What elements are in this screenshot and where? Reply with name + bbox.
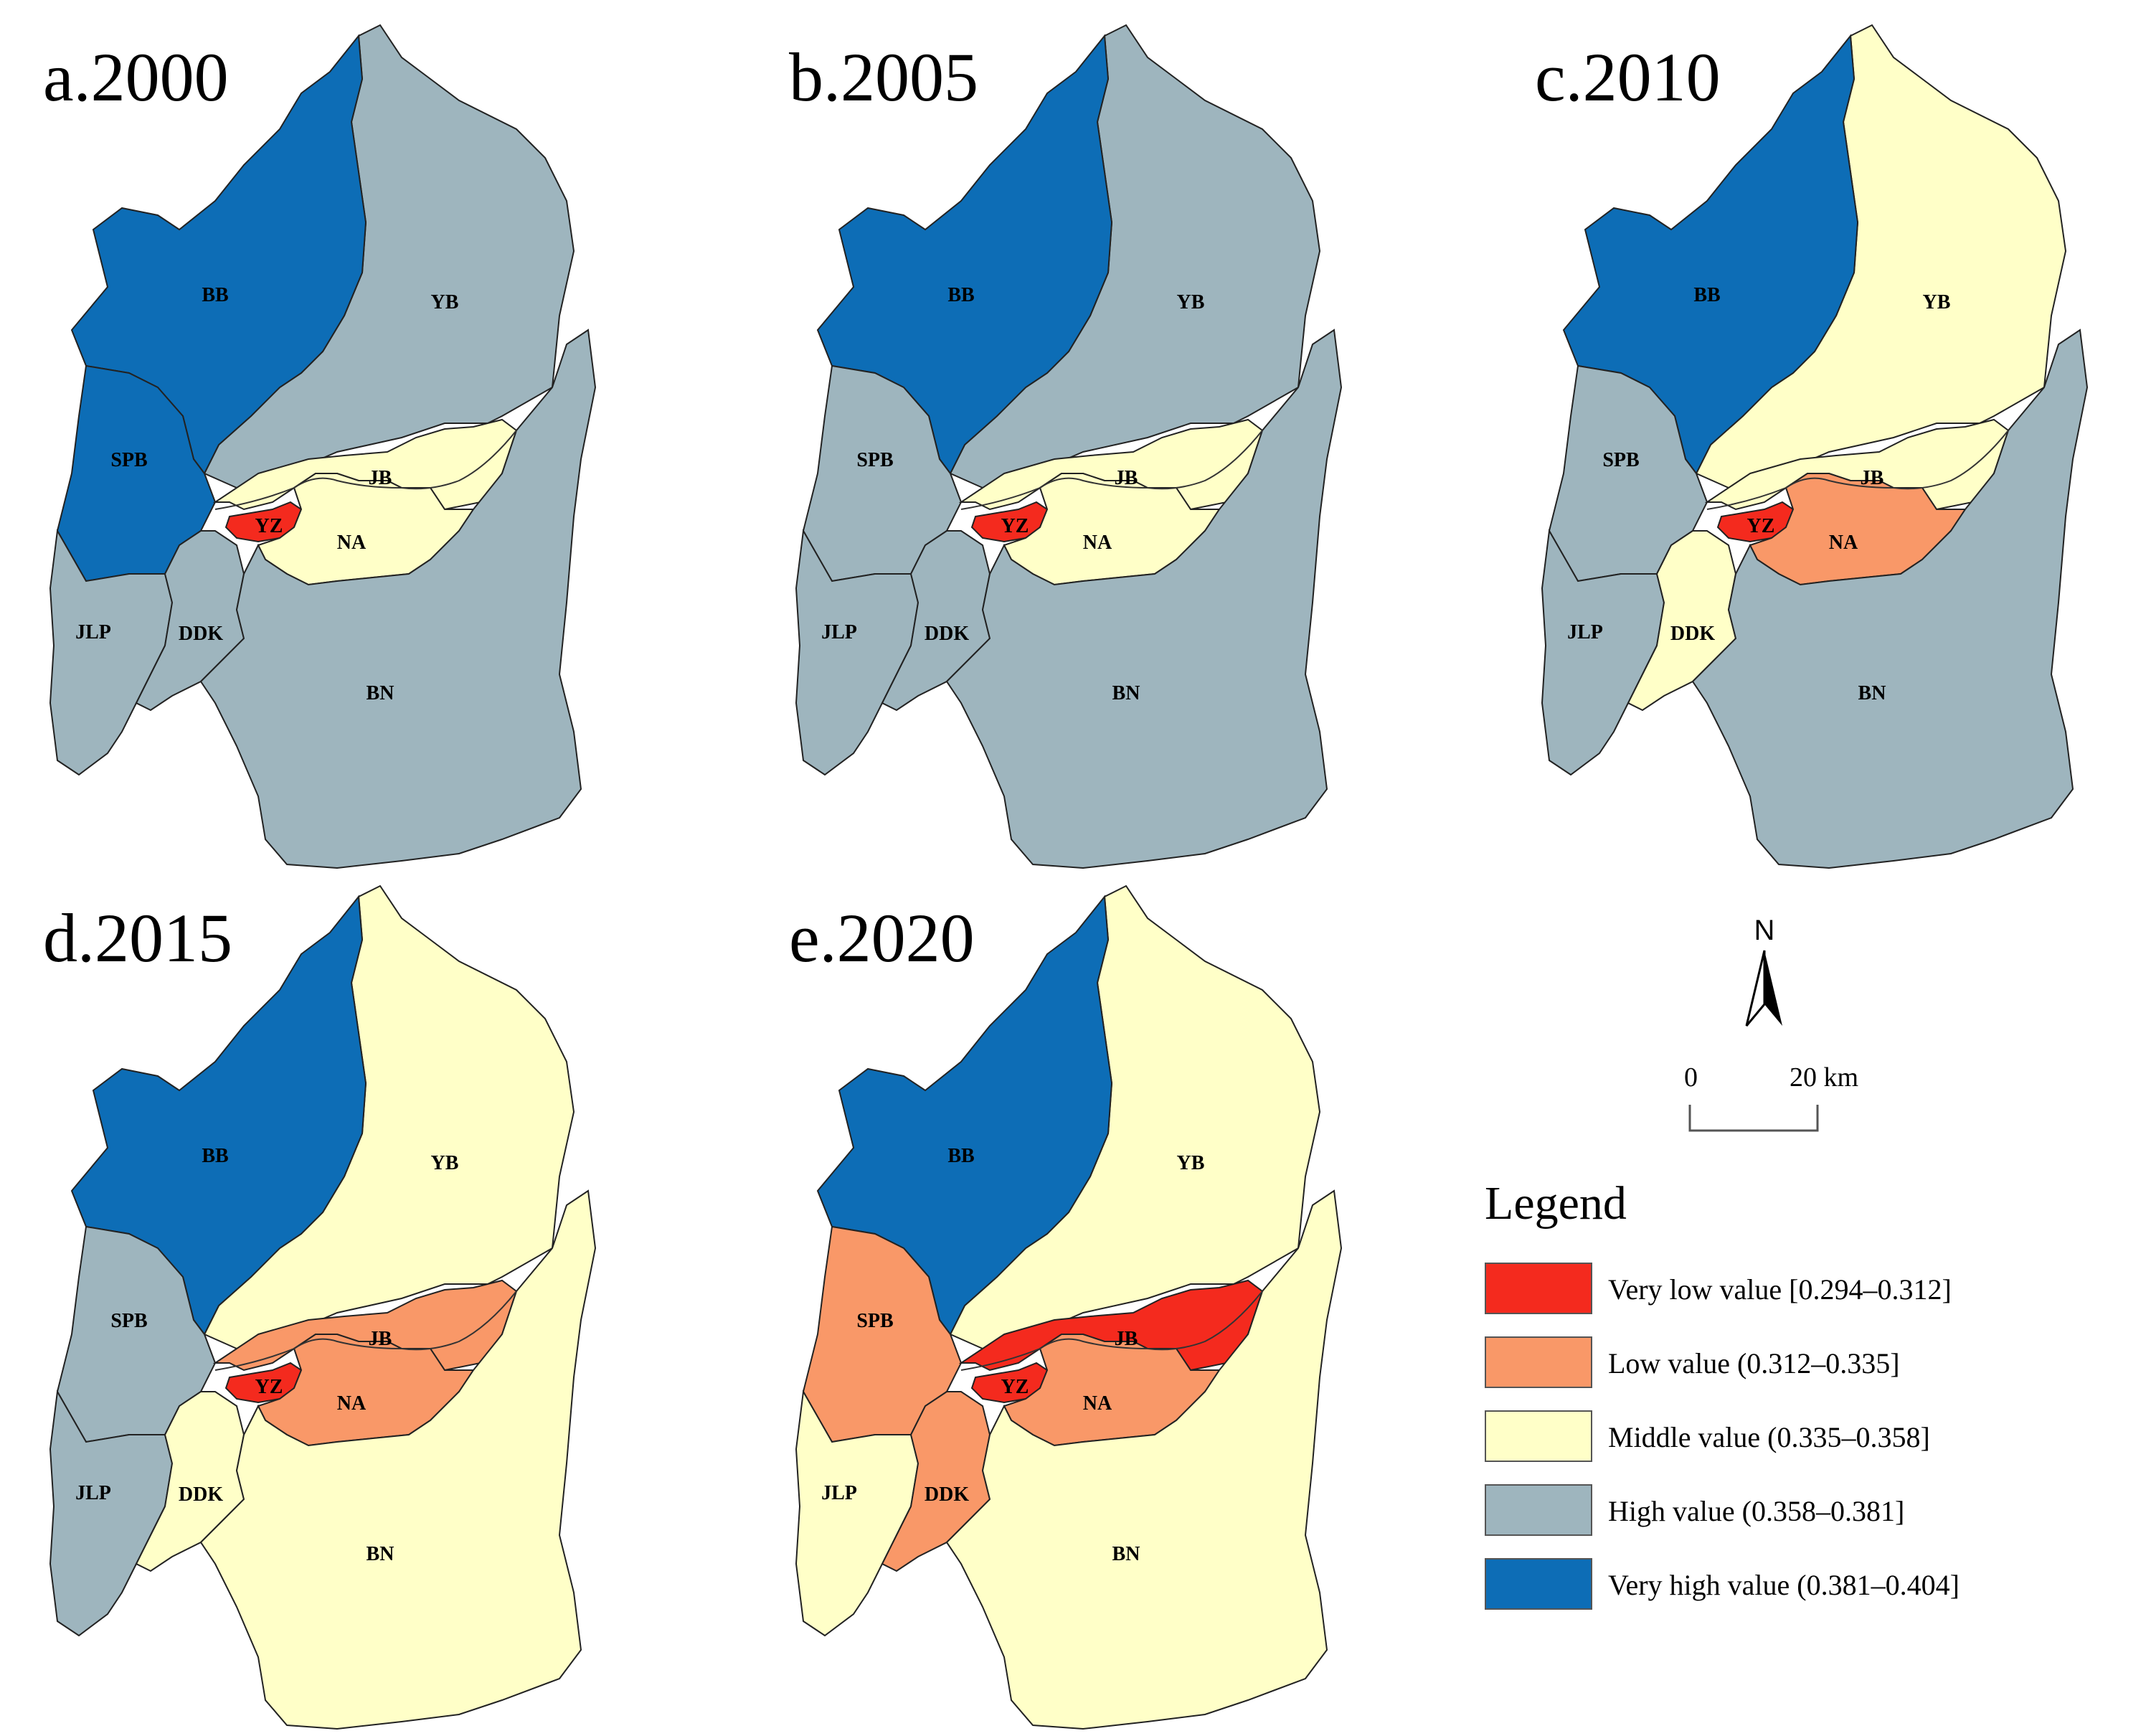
map-panel-e-2020: BB YB SPB JB YZ NA JLP DDK BN e.2020 (746, 875, 1463, 1736)
district-label-jb: JB (1861, 467, 1884, 489)
district-label-jlp: JLP (1567, 621, 1603, 643)
district-label-jlp: JLP (821, 1482, 857, 1504)
legend-item: Very low value [0.294–0.312] (1485, 1263, 2102, 1318)
district-label-na: NA (337, 1392, 367, 1415)
panel-title: e.2020 (789, 900, 975, 976)
river-line (1706, 430, 2009, 510)
district-label-yz: YZ (255, 515, 283, 537)
district-label-na: NA (337, 532, 367, 554)
panel-title: d.2015 (43, 900, 232, 976)
legend: Legend Very low value [0.294–0.312] Low v… (1485, 1176, 2102, 1610)
district-label-bb: BB (1693, 284, 1720, 306)
district-label-jb: JB (369, 467, 392, 489)
legend-item: Middle value (0.335–0.358] (1485, 1410, 2102, 1466)
scale-bar-line (1688, 1105, 1819, 1132)
district-label-bn: BN (367, 1543, 394, 1565)
district-label-jlp: JLP (75, 621, 111, 643)
scale-end-label: 20 km (1790, 1062, 1859, 1093)
legend-label: High value (0.358–0.381] (1608, 1495, 1905, 1527)
district-label-yb: YB (1177, 291, 1205, 313)
district-label-ddk: DDK (1670, 623, 1715, 645)
district-jlp (795, 528, 920, 776)
district-label-jb: JB (1115, 467, 1138, 489)
district-label-yz: YZ (255, 1376, 283, 1398)
district-label-spb: SPB (856, 449, 893, 471)
district-map: BB YB SPB JB YZ NA JLP DDK BN (1541, 24, 2089, 869)
district-label-bb: BB (947, 1145, 974, 1167)
district-jlp (49, 1389, 174, 1637)
district-label-bn: BN (1112, 1543, 1140, 1565)
legend-label: Middle value (0.335–0.358] (1608, 1421, 1930, 1453)
legend-label: Very high value (0.381–0.404] (1608, 1569, 1960, 1601)
district-label-bb: BB (202, 284, 228, 306)
district-map: BB YB SPB JB YZ NA JLP DDK BN (49, 884, 597, 1730)
north-arrow-icon: N (1745, 915, 1782, 1027)
panel-title: a.2000 (43, 39, 229, 115)
legend-item: Low value (0.312–0.335] (1485, 1336, 2102, 1392)
district-bn (1691, 329, 2089, 869)
district-label-na: NA (1083, 1392, 1112, 1415)
river-line (960, 1291, 1263, 1371)
district-label-yb: YB (431, 291, 459, 313)
district-label-bn: BN (1112, 682, 1140, 704)
district-label-jlp: JLP (821, 621, 857, 643)
panel-title: c.2010 (1535, 39, 1721, 115)
district-label-bn: BN (367, 682, 394, 704)
legend-swatch (1485, 1558, 1592, 1610)
district-label-ddk: DDK (179, 623, 223, 645)
district-label-spb: SPB (1602, 449, 1639, 471)
legend-label: Very low value [0.294–0.312] (1608, 1273, 1952, 1306)
legend-item: High value (0.358–0.381] (1485, 1484, 2102, 1540)
district-bn (199, 1189, 597, 1730)
legend-swatch (1485, 1336, 1592, 1388)
district-label-jlp: JLP (75, 1482, 111, 1504)
district-label-yz: YZ (1001, 515, 1029, 537)
map-panel-a-2000: BB YB SPB JB YZ NA JLP DDK BN a.2000 (0, 14, 717, 875)
district-label-bb: BB (947, 284, 974, 306)
district-map: BB YB SPB JB YZ NA JLP DDK BN (795, 24, 1343, 869)
district-label-spb: SPB (110, 449, 147, 471)
district-label-bn: BN (1858, 682, 1886, 704)
district-label-ddk: DDK (925, 1483, 969, 1506)
legend-label: Low value (0.312–0.335] (1608, 1347, 1900, 1379)
district-label-yb: YB (431, 1152, 459, 1174)
north-arrow: N (1721, 911, 1807, 1033)
district-label-yb: YB (1923, 291, 1951, 313)
legend-swatch (1485, 1410, 1592, 1462)
legend-swatch (1485, 1484, 1592, 1536)
district-map: BB YB SPB JB YZ NA JLP DDK BN (49, 24, 597, 869)
district-map: BB YB SPB JB YZ NA JLP DDK BN (795, 884, 1343, 1730)
district-label-ddk: DDK (925, 623, 969, 645)
district-jlp (49, 528, 174, 776)
district-bn (945, 329, 1343, 869)
legend-swatch (1485, 1263, 1592, 1314)
district-bn (945, 1189, 1343, 1730)
district-bn (199, 329, 597, 869)
district-label-yb: YB (1177, 1152, 1205, 1174)
district-jlp (795, 1389, 920, 1637)
river-line (214, 1291, 517, 1371)
river-line (214, 430, 517, 510)
map-panel-c-2010: BB YB SPB JB YZ NA JLP DDK BN c.2010 (1492, 14, 2146, 875)
river-line (960, 430, 1263, 510)
district-label-yz: YZ (1747, 515, 1775, 537)
north-label: N (1754, 915, 1775, 946)
district-label-jb: JB (369, 1328, 392, 1350)
district-jlp (1541, 528, 1665, 776)
district-label-na: NA (1829, 532, 1858, 554)
district-label-yz: YZ (1001, 1376, 1029, 1398)
district-label-spb: SPB (856, 1310, 893, 1332)
district-label-bb: BB (202, 1145, 228, 1167)
legend-item: Very high value (0.381–0.404] (1485, 1558, 2102, 1614)
map-panel-b-2005: BB YB SPB JB YZ NA JLP DDK BN b.2005 (746, 14, 1463, 875)
district-label-jb: JB (1115, 1328, 1138, 1350)
panel-title: b.2005 (789, 39, 978, 115)
legend-title: Legend (1485, 1177, 1627, 1230)
scale-bar: 0 20 km (1664, 1062, 1879, 1141)
map-panel-d-2015: BB YB SPB JB YZ NA JLP DDK BN d.2015 (0, 875, 717, 1736)
scale-start-label: 0 (1684, 1062, 1698, 1093)
district-label-ddk: DDK (179, 1483, 223, 1506)
district-label-na: NA (1083, 532, 1112, 554)
district-label-spb: SPB (110, 1310, 147, 1332)
